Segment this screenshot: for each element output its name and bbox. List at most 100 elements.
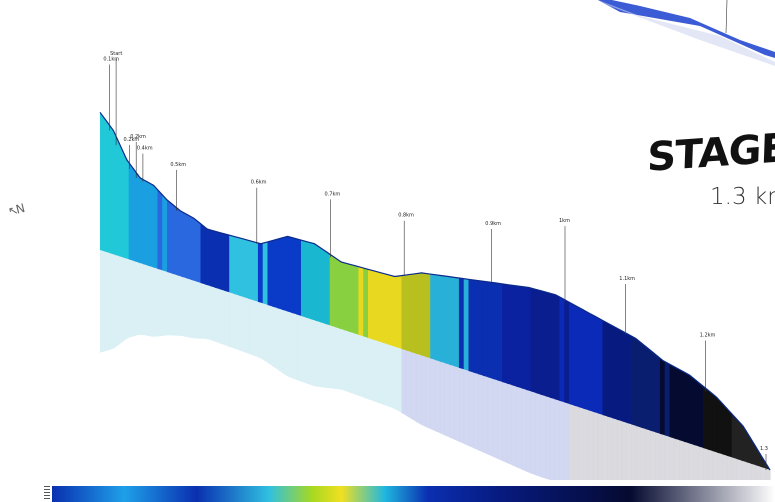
wall-segment	[621, 330, 628, 423]
wall-segment	[315, 244, 321, 323]
shadow-segment	[238, 295, 245, 353]
wall-segment	[683, 371, 690, 444]
wall-segment	[444, 276, 450, 365]
top-right-route-shadow	[598, 0, 775, 66]
shadow-segment	[583, 408, 589, 480]
marker-label: 0.7km	[325, 191, 341, 197]
wall-segment	[229, 235, 235, 294]
wall-segment	[162, 194, 168, 272]
wall-segment	[253, 241, 259, 302]
wall-segment	[564, 299, 570, 404]
shadow-segment	[138, 262, 144, 335]
wall-segment	[401, 274, 407, 351]
shadow-segment	[454, 366, 460, 442]
shadow-segment	[157, 268, 163, 337]
shadow-segment	[114, 254, 120, 348]
shadow-segment	[368, 338, 374, 401]
shadow-segment	[659, 433, 666, 480]
wall-segment	[152, 184, 159, 269]
wall-segment	[171, 203, 178, 276]
shadow-segment	[272, 306, 278, 370]
shadow-segment	[267, 305, 273, 367]
wall-segment	[760, 454, 766, 469]
shadow-segment	[525, 389, 532, 474]
shadow-segment	[573, 405, 580, 480]
wall-segment	[214, 231, 221, 290]
shadow-segment	[348, 331, 355, 395]
shadow-segment	[478, 374, 484, 453]
shadow-segment	[698, 446, 704, 480]
shadow-segment	[506, 383, 513, 466]
wall-segment	[616, 328, 623, 422]
shadow-segment	[358, 334, 364, 398]
shadow-segment	[664, 435, 671, 480]
wall-segment	[487, 281, 494, 379]
wall-segment	[521, 286, 527, 390]
shadow-segment	[655, 432, 661, 480]
wall-segment	[128, 162, 135, 261]
wall-segment	[545, 291, 551, 398]
shadow-segment	[612, 418, 618, 480]
shadow-segment	[545, 396, 551, 480]
wall-segment	[205, 227, 211, 287]
wall-segment	[698, 382, 704, 448]
shadow-segment	[152, 267, 159, 337]
wall-segment	[200, 223, 206, 285]
shadow-segment	[693, 444, 699, 480]
wall-segment	[463, 278, 470, 371]
shadow-segment	[712, 451, 718, 480]
wall-segment	[511, 285, 517, 387]
wall-segment	[286, 236, 293, 313]
shadow-segment	[387, 344, 393, 408]
shadow-segment	[746, 462, 752, 480]
shadow-segment	[391, 345, 398, 411]
wall-segment	[114, 132, 120, 257]
wall-segment	[674, 366, 680, 441]
wall-segment	[391, 275, 398, 348]
wall-segment	[626, 333, 632, 425]
bottom-color-strip	[52, 486, 775, 502]
shadow-segment	[176, 275, 182, 336]
wall-segment	[569, 302, 575, 406]
wall-segment	[554, 294, 561, 401]
wall-segment	[588, 312, 594, 412]
wall-segment	[195, 219, 202, 283]
shadow-segment	[301, 316, 307, 384]
shadow-segment	[425, 356, 431, 430]
shadow-segment	[626, 422, 632, 480]
wall-segment	[731, 413, 738, 459]
wall-segment	[363, 267, 369, 338]
ribbon-shadow	[100, 250, 771, 480]
wall-segment	[143, 179, 149, 266]
wall-segment	[210, 229, 216, 288]
marker-label: 1.2km	[700, 333, 716, 339]
wall-segment	[607, 322, 613, 419]
wall-segment	[573, 304, 580, 408]
shadow-segment	[549, 397, 556, 480]
shadow-segment	[468, 371, 474, 449]
shadow-segment	[210, 286, 216, 342]
shadow-segment	[305, 317, 312, 386]
shadow-segment	[703, 448, 709, 480]
wall-segment	[540, 290, 546, 397]
wall-segment	[133, 168, 139, 263]
shadow-segment	[554, 399, 561, 480]
shadow-segment	[502, 382, 508, 464]
shadow-segment	[143, 264, 149, 336]
shadow-segment	[420, 355, 427, 427]
shadow-segment	[382, 342, 388, 407]
marker-label: 1.3	[760, 446, 768, 452]
wall-segment	[257, 242, 264, 304]
wall-segment	[358, 266, 364, 337]
shadow-segment	[324, 323, 331, 389]
wall-segment	[712, 393, 718, 453]
shadow-segment	[406, 350, 412, 419]
wall-segment	[703, 386, 709, 450]
wall-segment	[324, 250, 331, 326]
wall-segment	[277, 237, 283, 310]
shadow-segment	[229, 292, 235, 349]
marker-label: 0.2km	[130, 134, 146, 140]
shadow-segment	[315, 320, 321, 388]
wall-segment	[190, 216, 197, 282]
wall-segment	[234, 236, 240, 296]
